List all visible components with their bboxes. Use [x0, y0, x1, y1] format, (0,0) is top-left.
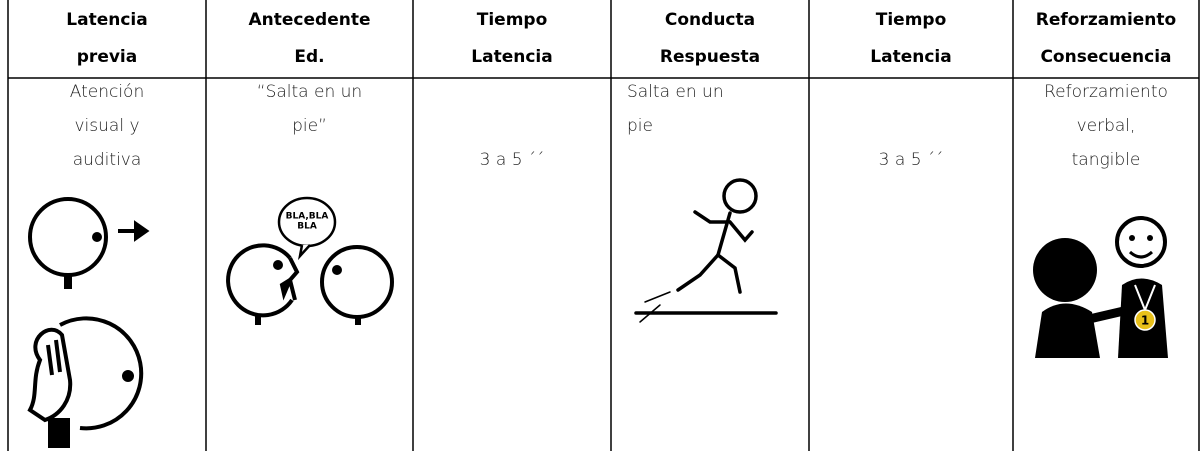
header-cell: Ed.	[294, 47, 324, 67]
header-cell: Respuesta	[660, 47, 760, 67]
body-cell: auditiva	[73, 150, 142, 170]
body-cell: 3 a 5 ´´	[879, 150, 944, 170]
pictogram-reward	[1033, 216, 1168, 358]
body-cell: Atención	[70, 82, 144, 102]
header-cell: Conducta	[665, 10, 755, 30]
header-cell: Latencia	[66, 10, 147, 30]
header-cell: Tiempo	[876, 10, 947, 30]
body-cell: 3 a 5 ´´	[480, 150, 545, 170]
body-cell: visual y	[74, 116, 139, 136]
header-cell: Reforzamiento	[1036, 10, 1176, 30]
header-cell: Latencia	[471, 47, 552, 67]
pictogram-jumping	[634, 178, 778, 323]
header-cell: Latencia	[870, 47, 951, 67]
pictogram-listening	[27, 316, 144, 448]
header-cell: Tiempo	[477, 10, 548, 30]
body-cell: tangible	[1072, 150, 1141, 170]
header-cell: Consecuencia	[1040, 47, 1171, 67]
body-cell: Reforzamiento	[1044, 82, 1168, 102]
medal-number: 1	[1141, 314, 1149, 328]
header-cell: Antecedente	[249, 10, 371, 30]
pictogram-talking	[226, 196, 394, 325]
bubble-text: BLA,BLA	[286, 212, 329, 222]
header-cell: previa	[77, 47, 137, 67]
body-cell: Salta en un	[627, 82, 724, 102]
body-cell: verbal,	[1077, 116, 1136, 136]
pictogram-looking	[28, 197, 150, 289]
body-cell: pie	[627, 116, 653, 136]
table-grid	[7, 0, 1200, 451]
bubble-text: BLA	[297, 222, 317, 232]
body-cell: “Salta en un	[257, 82, 362, 102]
body-cell: pie”	[292, 116, 327, 136]
